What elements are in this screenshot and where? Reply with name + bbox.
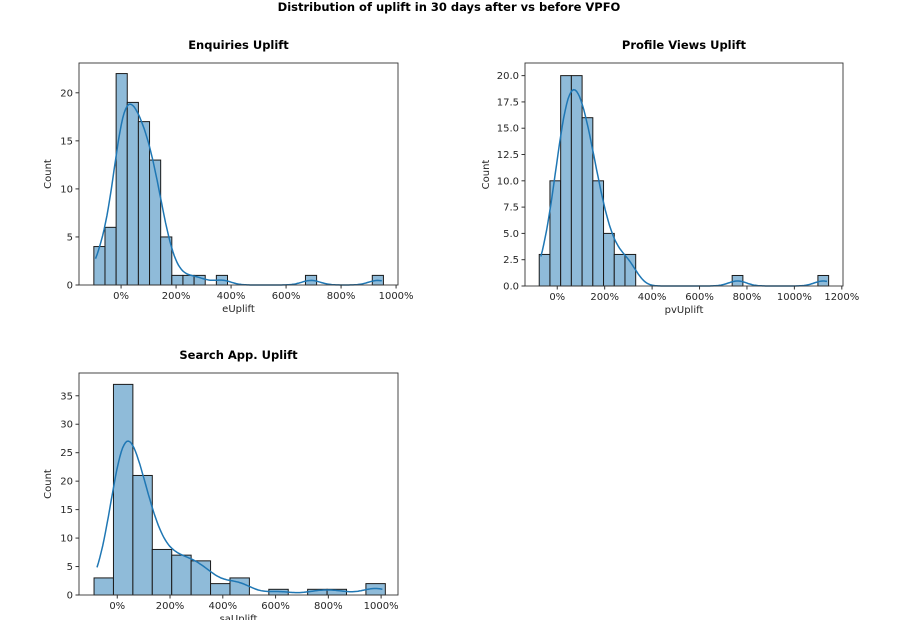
histogram-bar <box>137 121 151 286</box>
y-tick-label: 15 <box>60 505 73 516</box>
histogram-bar <box>171 554 192 596</box>
y-tick-label: 25 <box>60 448 73 459</box>
x-tick-label: 800% <box>314 601 343 612</box>
histogram-bar <box>151 548 173 596</box>
histogram-bar <box>93 577 114 596</box>
histogram-bar <box>570 75 583 287</box>
y-tick-label: 20 <box>60 88 73 99</box>
axes-frame <box>78 372 399 596</box>
x-tick-label: 400% <box>217 291 246 302</box>
x-tick-label: 600% <box>261 601 290 612</box>
x-tick-label: 0% <box>549 292 565 303</box>
y-tick-label: 10 <box>60 184 73 195</box>
y-tick-label: 30 <box>60 420 73 431</box>
x-tick-label: 1000% <box>379 291 414 302</box>
x-tick-label: 800% <box>327 291 356 302</box>
y-tick-label: 2.5 <box>503 255 519 266</box>
histogram-bar <box>149 159 162 286</box>
x-tick-label: 1200% <box>824 292 859 303</box>
x-tick-label: 400% <box>209 601 238 612</box>
x-tick-label: 800% <box>733 292 762 303</box>
y-tick-label: 10 <box>60 534 73 545</box>
y-tick-label: 0.0 <box>503 282 519 293</box>
y-tick-label: 7.5 <box>503 203 519 214</box>
histogram-bar <box>210 583 231 596</box>
y-tick-label: 35 <box>60 391 73 402</box>
x-tick-label: 0% <box>109 601 125 612</box>
x-tick-label: 1000% <box>364 601 399 612</box>
subplot-3: 0% 200% 400% 600% 800% 1000% 0 5 10 15 20 25 30 35 saU… <box>43 348 399 620</box>
histogram-bar <box>112 383 134 596</box>
histogram-bar <box>538 253 551 287</box>
histogram-bar <box>115 73 128 286</box>
figure-suptitle: Distribution of uplift in 30 days after … <box>278 0 621 14</box>
y-tick-label: 0 <box>67 591 73 602</box>
histogram-bar <box>171 274 184 286</box>
y-tick-label: 15.0 <box>497 124 519 135</box>
histogram-bar <box>132 474 153 596</box>
y-tick-label: 5 <box>67 232 73 243</box>
y-tick-label: 5.0 <box>503 229 519 240</box>
x-axis-label: saUplift <box>220 614 258 620</box>
x-axis-label: pvUplift <box>665 305 704 316</box>
y-tick-label: 15 <box>60 136 73 147</box>
subplot-title: Profile Views Uplift <box>622 38 747 52</box>
y-axis-label: Count <box>481 160 492 190</box>
subplot-title: Enquiries Uplift <box>188 38 289 52</box>
y-axis-label: Count <box>43 159 54 189</box>
histogram-bar <box>104 226 117 286</box>
x-tick-label: 200% <box>162 291 191 302</box>
histogram-bar <box>624 253 637 287</box>
y-tick-label: 0 <box>67 281 73 292</box>
y-tick-label: 5 <box>67 562 73 573</box>
x-axis-label: eUplift <box>222 304 255 315</box>
x-tick-label: 200% <box>156 601 185 612</box>
x-tick-label: 0% <box>113 291 129 302</box>
y-tick-label: 20.0 <box>497 71 519 82</box>
histogram-bar <box>603 232 615 287</box>
y-axis-label: Count <box>43 469 54 499</box>
y-tick-label: 10.0 <box>497 176 519 187</box>
histogram-bar <box>190 560 212 596</box>
subplot-1: 0% 200% 400% 600% 800% 1000% 0 5 10 15 20 eUplift Co… <box>43 38 414 315</box>
kde-curve <box>96 440 383 594</box>
subplot-2: 0% 200% 400% 600% 800% 1000% 1200% 0.0 2.5 5.0 7.5… <box>481 38 859 316</box>
y-tick-label: 12.5 <box>497 150 519 161</box>
x-tick-label: 1000% <box>777 292 812 303</box>
y-tick-label: 17.5 <box>497 97 519 108</box>
x-tick-label: 600% <box>272 291 301 302</box>
subplot-title: Search App. Uplift <box>179 348 298 362</box>
axes-frame <box>524 62 844 287</box>
x-tick-label: 200% <box>590 292 619 303</box>
histogram-bar <box>126 101 139 286</box>
y-tick-label: 20 <box>60 477 73 488</box>
histogram-bar <box>182 274 195 286</box>
histogram-bar <box>613 253 626 287</box>
x-tick-label: 600% <box>685 292 714 303</box>
axes-frame <box>78 62 399 286</box>
histogram-bar <box>93 246 106 286</box>
x-tick-label: 400% <box>638 292 667 303</box>
